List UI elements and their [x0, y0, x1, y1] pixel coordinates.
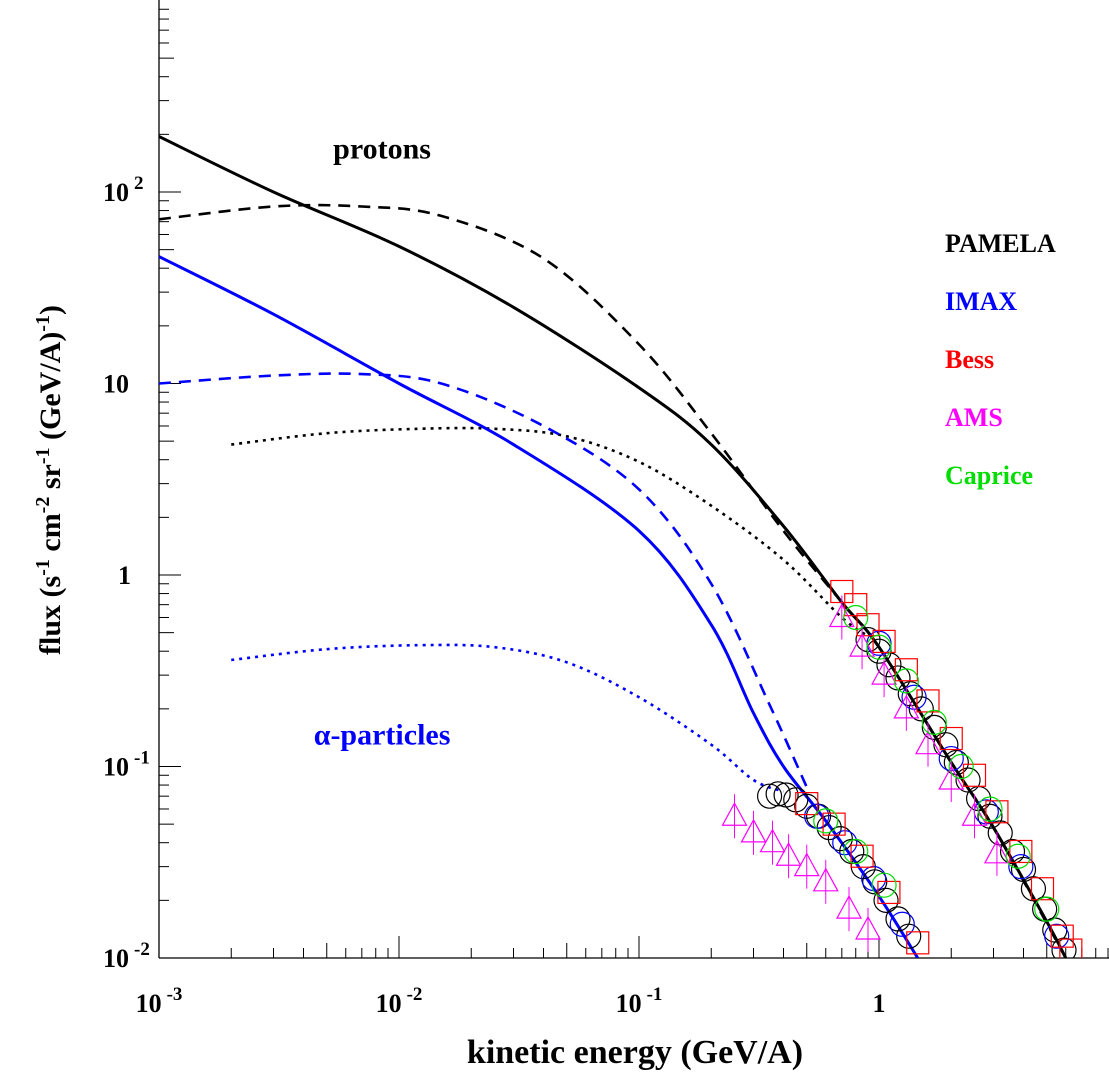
data-point-imax: [889, 911, 915, 937]
data-point-bess: [894, 658, 918, 682]
x-tick-label: 10 -3: [136, 984, 183, 1018]
data-point-bess: [1009, 839, 1033, 864]
legend: PAMELA IMAX Bess AMS Caprice: [945, 229, 1056, 490]
series-curve-5: [231, 643, 784, 793]
data-point-bess: [822, 812, 846, 836]
legend-entry-pamela: PAMELA: [945, 229, 1056, 258]
data-point-caprice: [948, 753, 974, 780]
data-point-caprice: [1005, 843, 1031, 869]
data-point-pamela: [1020, 876, 1047, 902]
y-axis-label: flux (s-1 cm-2 sr-1 (GeV/A)-1): [32, 305, 67, 655]
data-point-caprice: [813, 808, 839, 834]
data-point-pamela: [866, 638, 892, 664]
data-point-pamela: [897, 681, 923, 707]
data-point-bess: [872, 629, 896, 654]
minor-ticks: [158, 8, 1109, 959]
data-point-pamela: [765, 781, 791, 807]
alpha-particles-label: α-particles: [314, 719, 451, 752]
data-point-caprice: [893, 668, 919, 694]
model-curves: [159, 135, 1068, 958]
x-tick-label: 10 -1: [616, 984, 663, 1018]
legend-entry-bess: Bess: [945, 345, 994, 374]
legend-entry-imax: IMAX: [945, 287, 1017, 316]
legend-entry-ams: AMS: [945, 403, 1003, 432]
data-point-caprice: [921, 709, 947, 735]
data-point-caprice: [866, 634, 892, 660]
x-axis-label: kinetic energy (GeV/A): [467, 1034, 803, 1071]
data-point-caprice: [977, 796, 1003, 822]
plot-frame: [158, 0, 1109, 959]
data-point-pamela: [1051, 937, 1077, 958]
series-curve-3: [159, 255, 919, 958]
series-curve-2: [231, 426, 869, 638]
data-point-caprice: [843, 604, 869, 631]
data-point-caprice: [843, 838, 869, 865]
y-tick-label: 10 -2: [103, 939, 150, 973]
protons-label: protons: [333, 132, 431, 165]
data-point-imax: [1008, 854, 1034, 880]
x-tick-label: 1: [873, 989, 886, 1018]
data-point-pamela: [756, 783, 783, 809]
experimental-data: [721, 579, 1083, 958]
data-point-bess: [1030, 877, 1055, 901]
data-point-bess: [856, 613, 880, 637]
series-curve-1: [159, 203, 1067, 958]
data-point-pamela: [987, 820, 1013, 846]
y-tick-label: 1: [118, 561, 131, 590]
data-point-bess: [939, 726, 963, 751]
x-tick-label: 10 -2: [376, 984, 423, 1018]
data-point-bess: [1059, 938, 1083, 958]
series-curve-4: [159, 372, 808, 788]
series-curve-0: [159, 135, 1068, 958]
data-point-bess: [962, 763, 987, 787]
data-point-pamela: [943, 749, 969, 776]
data-point-bess: [877, 880, 901, 905]
legend-entry-caprice: Caprice: [945, 461, 1033, 490]
y-tick-label: 10 -1: [103, 748, 150, 782]
data-point-pamela: [977, 803, 1003, 829]
y-tick-label: 10 2: [103, 173, 144, 207]
data-point-imax: [1044, 923, 1070, 949]
data-point-caprice: [1034, 896, 1060, 922]
data-point-bess: [985, 800, 1009, 824]
data-point-bess: [844, 593, 868, 617]
data-point-pamela: [873, 887, 899, 913]
y-tick-label: 10: [103, 370, 129, 399]
data-point-pamela: [896, 923, 922, 949]
data-point-caprice: [871, 872, 897, 898]
data-point-bess: [1050, 924, 1074, 948]
data-point-bess: [795, 792, 819, 816]
annotations: protons α-particles: [314, 132, 451, 751]
data-point-bess: [906, 931, 930, 955]
tick-labels: 10 -3 10 -2 10 -1 1 10 -2 10 -1 1 10 10 2: [103, 173, 886, 1018]
data-point-bess: [850, 844, 874, 868]
